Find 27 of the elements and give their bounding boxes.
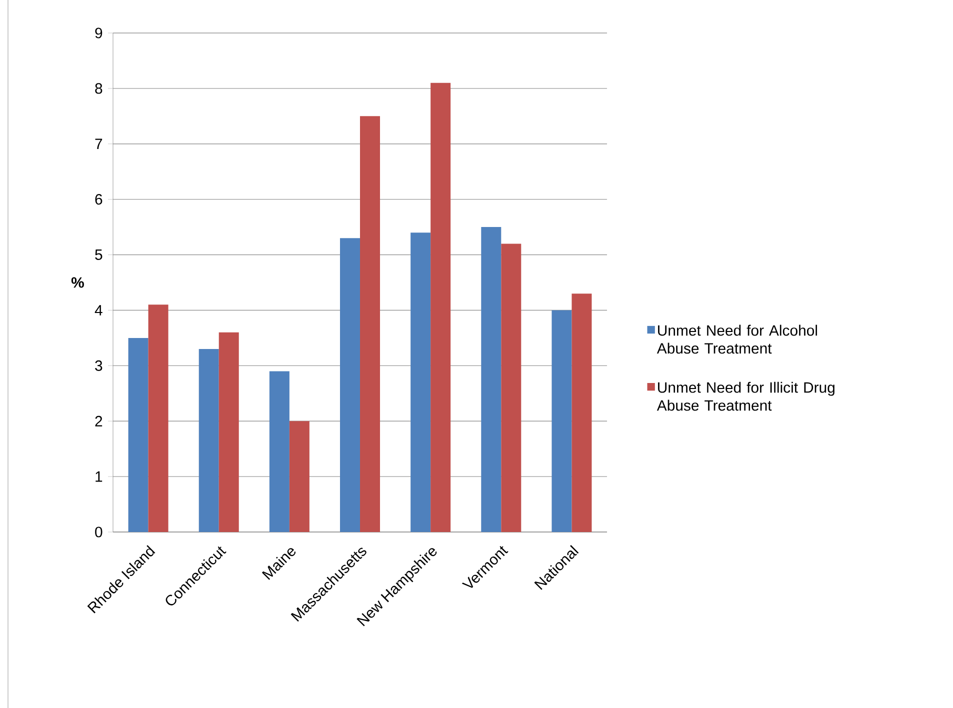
- bar: [198, 349, 219, 532]
- bar: [218, 332, 239, 532]
- y-tick-label: 1: [96, 471, 102, 482]
- bar: [501, 244, 522, 532]
- bar: [481, 227, 502, 532]
- y-tick-label: 8: [95, 83, 102, 94]
- y-axis-title: %: [71, 277, 84, 288]
- y-tick-label: 5: [95, 250, 102, 260]
- bar: [572, 294, 592, 532]
- bar: [128, 338, 148, 532]
- bar: [340, 238, 360, 532]
- y-tick-label: 3: [95, 360, 102, 371]
- y-tick-label: 0: [95, 526, 102, 538]
- y-tick-label: 7: [95, 138, 102, 150]
- bar: [552, 310, 572, 532]
- bar: [289, 421, 310, 532]
- bar: [410, 232, 431, 532]
- bar: [269, 371, 290, 532]
- y-tick-label: 4: [94, 305, 102, 316]
- y-tick-label: 9: [95, 28, 102, 38]
- bar: [430, 82, 451, 532]
- y-tick-label: 6: [95, 194, 102, 205]
- legend-label: Unmet Need for Illicit Drug Abuse Treatment: [656, 382, 834, 411]
- y-tick-label: 2: [95, 416, 102, 426]
- bar: [360, 116, 380, 532]
- legend-label: Unmet Need for Alcohol Abuse Treatment: [656, 324, 817, 354]
- bar: [148, 304, 168, 532]
